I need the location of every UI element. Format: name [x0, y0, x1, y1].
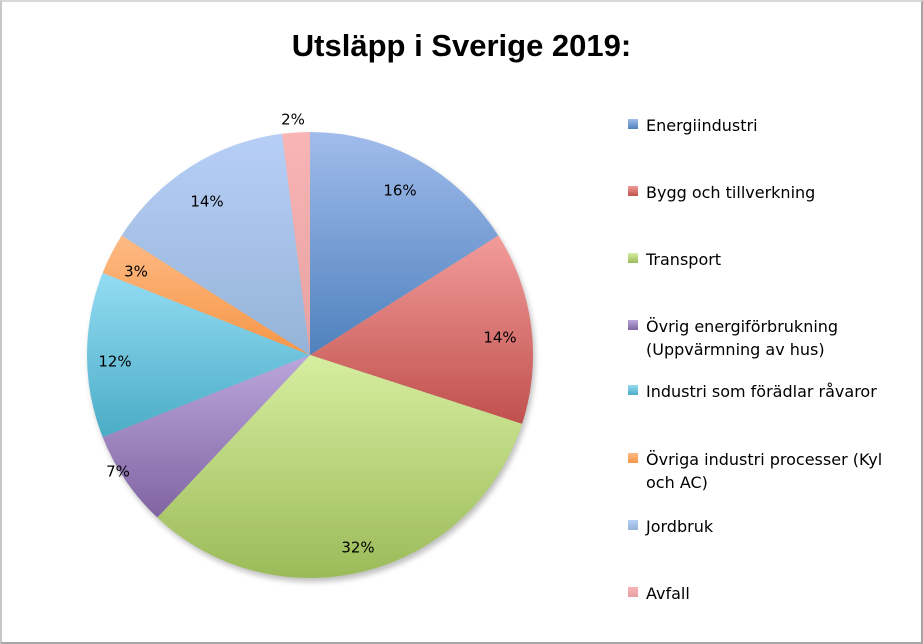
- pie-slice-energiindustri: [310, 132, 499, 355]
- pie-slice-industri-som-förädlar-råvaror: [87, 272, 311, 438]
- legend-label: Bygg och tillverkning: [646, 183, 816, 202]
- legend-label: Energiindustri: [646, 116, 758, 135]
- pie-slice-bygg-och-tillverkning: [310, 235, 534, 424]
- data-label: 14%: [190, 193, 223, 211]
- legend-swatch: [628, 453, 638, 463]
- data-label: 2%: [281, 111, 305, 129]
- data-label: 14%: [483, 329, 516, 347]
- pie-slice-jordbruk: [121, 133, 310, 355]
- legend-label: Transport: [646, 250, 722, 269]
- legend-swatch: [628, 320, 638, 330]
- pie-slice-övriga-industri-processer-kyl-och-ac: [102, 235, 310, 355]
- legend-swatch: [628, 520, 638, 530]
- chart-title: Utsläpp i Sverige 2019:: [291, 28, 632, 63]
- legend-swatch: [628, 587, 638, 597]
- data-label: 12%: [98, 353, 131, 371]
- legend-label: Industri som förädlar råvaror: [646, 382, 877, 401]
- legend-label: Jordbruk: [646, 517, 714, 536]
- pie-slice-övrig-energiförbrukning-uppvärmning-av-hus: [102, 355, 310, 518]
- data-label: 3%: [124, 263, 148, 281]
- data-label: 7%: [106, 463, 130, 481]
- legend-label: Övriga industri processer (Kyl och AC): [646, 450, 883, 492]
- pie-slice-avfall: [282, 132, 310, 355]
- legend-swatch: [628, 385, 638, 395]
- legend-swatch: [628, 119, 638, 129]
- legend-swatch: [628, 186, 638, 196]
- data-label: 32%: [341, 539, 374, 557]
- legend-swatch: [628, 253, 638, 263]
- pie-slice-transport: [157, 355, 523, 579]
- legend-label: Avfall: [646, 584, 690, 603]
- data-label: 16%: [383, 182, 416, 200]
- legend-label: Övrig energiförbrukning (Uppvärmning av …: [646, 317, 839, 359]
